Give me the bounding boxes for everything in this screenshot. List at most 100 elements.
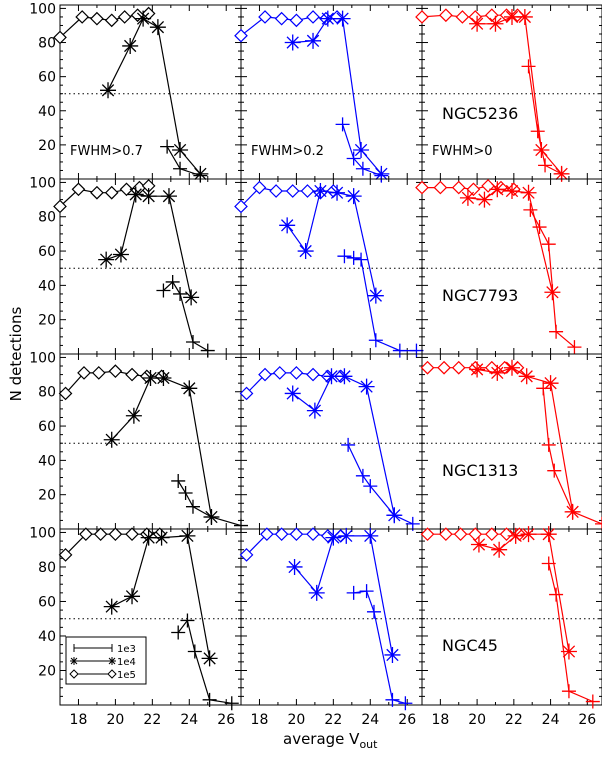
data-point-1e4 xyxy=(155,370,172,387)
series-line-1e4 xyxy=(467,188,553,293)
data-point-1e4 xyxy=(518,368,535,385)
data-point-1e5 xyxy=(152,527,167,542)
data-point-1e4 xyxy=(183,289,200,306)
data-point-1e3 xyxy=(341,437,356,452)
panels-layer: 20 40 60 80 100 FWHM>0.7 FWHM>0.2 FWHM>0 NGC5236… xyxy=(29,1,602,728)
data-point-1e3 xyxy=(202,692,217,707)
data-point-1e3 xyxy=(521,59,536,74)
panel-frame xyxy=(421,528,602,706)
series-line-1e3 xyxy=(353,590,406,704)
data-point-1e3 xyxy=(355,468,370,483)
data-point-1e4 xyxy=(516,8,533,25)
data-point-1e3 xyxy=(409,343,424,358)
data-point-1e5 xyxy=(306,367,320,382)
data-point-1e3 xyxy=(171,625,186,640)
data-point-1e5 xyxy=(320,529,335,543)
data-point-1e4 xyxy=(279,217,296,234)
data-point-1e4 xyxy=(122,37,139,54)
data-point-1e3 xyxy=(187,644,202,659)
data-point-1e5 xyxy=(234,199,248,214)
y-tick-label: 100 xyxy=(29,175,56,191)
y-tick-label: 60 xyxy=(38,244,56,260)
data-point-1e5 xyxy=(258,367,272,382)
data-point-1e3 xyxy=(363,479,378,494)
panel-frame xyxy=(240,178,423,355)
data-point-1e4 xyxy=(504,8,520,25)
series-line-1e3 xyxy=(542,388,602,525)
data-point-1e4 xyxy=(160,188,177,205)
data-point-1e5 xyxy=(437,360,451,375)
data-point-1e5 xyxy=(90,11,104,26)
data-point-1e5 xyxy=(415,180,429,195)
data-point-1e3 xyxy=(385,692,400,707)
data-point-1e3 xyxy=(374,168,389,183)
data-point-1e3 xyxy=(530,124,545,139)
series-line-1e3 xyxy=(342,124,382,177)
data-point-1e3 xyxy=(547,463,562,478)
y-tick-label: 100 xyxy=(29,350,56,366)
data-point-1e3 xyxy=(538,158,553,173)
data-point-1e5 xyxy=(499,8,514,23)
data-point-1e4 xyxy=(112,246,129,263)
data-point-1e5 xyxy=(439,527,453,542)
data-point-1e3 xyxy=(355,161,370,176)
panel-r1-c3: FWHM>0 NGC5236 xyxy=(415,4,602,182)
data-point-1e4 xyxy=(305,32,322,49)
data-point-1e3 xyxy=(185,334,200,349)
data-point-1e5 xyxy=(258,10,272,24)
data-point-1e5 xyxy=(300,184,315,198)
data-point-1e5 xyxy=(289,366,304,380)
data-point-1e4 xyxy=(469,361,486,378)
y-tick-label: 80 xyxy=(38,36,56,52)
data-point-1e5 xyxy=(433,180,448,195)
y-tick-label: 40 xyxy=(38,453,56,469)
data-point-1e5 xyxy=(274,527,289,542)
data-point-1e5 xyxy=(108,527,123,542)
legend: 1e3 1e4 1e5 xyxy=(65,636,147,685)
series-line-1e4 xyxy=(476,367,574,512)
data-point-1e4 xyxy=(469,15,486,32)
panel-r1-c1: 20 40 60 80 100 FWHM>0.7 xyxy=(29,1,242,183)
data-point-1e4 xyxy=(140,188,157,205)
data-point-1e4 xyxy=(286,558,303,575)
y-tick-label: 40 xyxy=(38,104,56,120)
data-point-1e3 xyxy=(346,585,361,600)
x-tick-label: 22 xyxy=(143,712,161,728)
data-point-1e5 xyxy=(58,386,73,401)
legend-label: 1e4 xyxy=(117,657,136,668)
legend-marker xyxy=(108,657,116,665)
x-tick-label: 26 xyxy=(398,712,416,728)
x-tick-label: 24 xyxy=(180,712,198,728)
data-point-1e4 xyxy=(358,378,375,395)
data-point-1e3 xyxy=(335,117,350,132)
data-point-1e4 xyxy=(149,19,166,36)
data-point-1e5 xyxy=(53,199,67,214)
data-point-1e3 xyxy=(224,696,239,711)
series-line-1e4 xyxy=(294,535,393,656)
data-point-1e5 xyxy=(272,366,287,380)
y-axis-label: N detections xyxy=(7,306,25,401)
data-point-1e4 xyxy=(181,380,198,397)
data-point-1e5 xyxy=(53,30,67,45)
x-tick-label: 18 xyxy=(251,712,269,728)
data-point-1e5 xyxy=(139,527,154,542)
data-point-1e5 xyxy=(239,548,254,562)
data-point-1e3 xyxy=(185,499,200,514)
x-tick-label: 20 xyxy=(468,712,486,728)
y-tick-label: 100 xyxy=(29,1,56,17)
data-point-1e5 xyxy=(439,8,453,23)
data-point-1e5 xyxy=(58,548,73,562)
data-point-1e5 xyxy=(481,179,495,193)
data-point-1e5 xyxy=(75,10,90,24)
data-point-1e4 xyxy=(297,243,314,260)
panel-r3-c3: NGC1313 xyxy=(420,353,602,531)
fwhm-label: FWHM>0.2 xyxy=(251,144,324,159)
data-point-1e3 xyxy=(346,250,361,265)
panel-r3-c2 xyxy=(239,353,423,531)
data-point-1e3 xyxy=(585,694,600,709)
data-point-1e3 xyxy=(541,556,556,571)
data-point-1e4 xyxy=(127,186,144,203)
data-point-1e5 xyxy=(252,180,267,195)
series-line-1e3 xyxy=(166,146,201,177)
y-tick-label: 40 xyxy=(38,629,56,645)
